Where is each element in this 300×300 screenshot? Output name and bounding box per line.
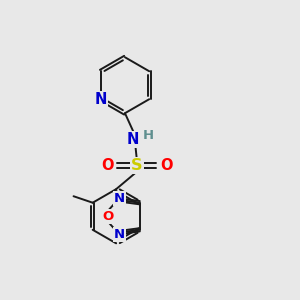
Text: N: N	[94, 92, 107, 107]
Text: N: N	[114, 192, 125, 205]
Text: N: N	[114, 228, 125, 241]
Text: O: O	[101, 158, 114, 173]
Text: O: O	[103, 210, 114, 223]
Text: S: S	[131, 158, 142, 173]
Text: H: H	[142, 129, 154, 142]
Text: N: N	[127, 132, 140, 147]
Text: O: O	[160, 158, 172, 173]
